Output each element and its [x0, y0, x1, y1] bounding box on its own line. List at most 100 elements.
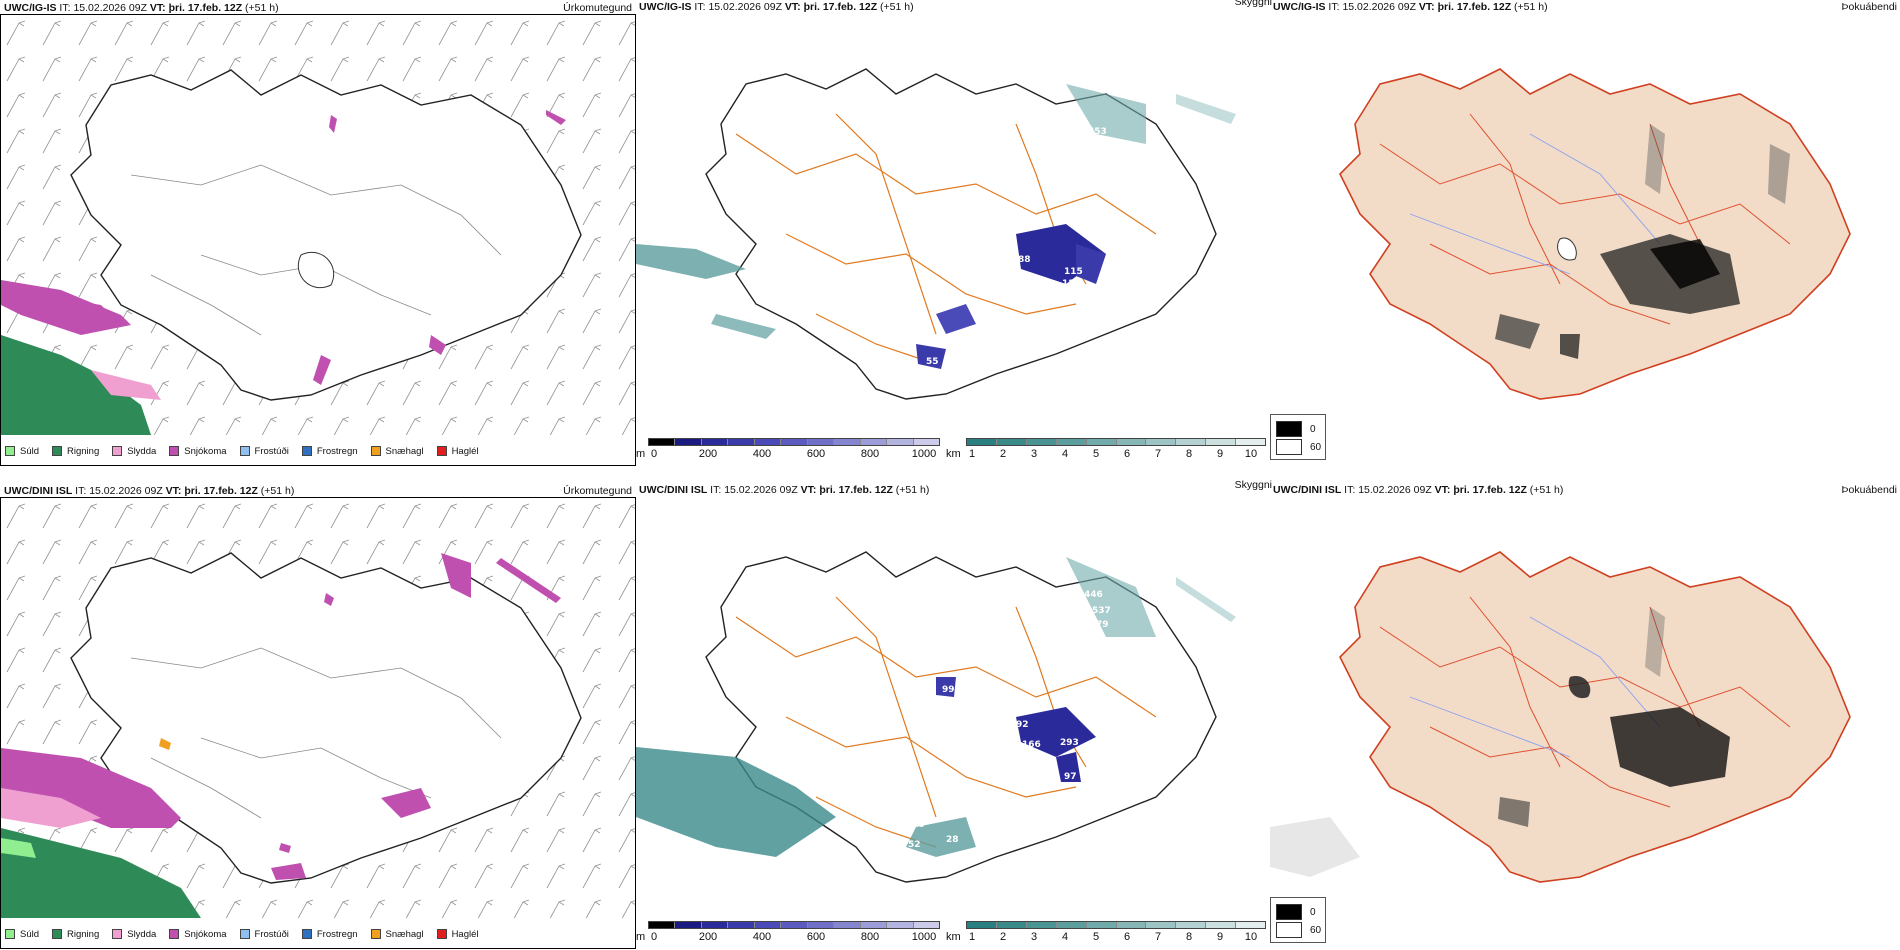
- fog-panel-bottom: UWC/DINI ISL IT: 15.02.2026 09Z VT: þri.…: [1270, 484, 1900, 949]
- ceiling-value-label: 88: [1018, 255, 1031, 265]
- visibility-colorbar-top: km 1 2 3 4 5 6 7 8 9 10: [946, 438, 1266, 466]
- legend-item: Snæhagl: [370, 446, 424, 457]
- ceiling-title-bottom: UWC/DINI ISL IT: 15.02.2026 09Z VT: þri.…: [639, 484, 930, 496]
- legend-swatch: [436, 929, 447, 939]
- ceiling-value-label: 653: [1088, 127, 1107, 137]
- precip-map-bottom: [1, 498, 635, 918]
- precip-corner-title-bottom: Úrkomutegund: [563, 485, 632, 497]
- ceiling-value-label: 166: [1022, 740, 1041, 750]
- fog-panel-top: UWC/IG-IS IT: 15.02.2026 09Z VT: þri. 17…: [1270, 1, 1900, 466]
- precip-legend-bottom: Súld Rigning Slydda Snjókoma Frostúði Fr…: [5, 926, 492, 942]
- ceiling-value-label: 115: [1064, 267, 1083, 277]
- visibility-tick: 6: [1123, 931, 1131, 943]
- visibility-tick: 7: [1154, 931, 1162, 943]
- legend-item: Snjókoma: [169, 446, 227, 457]
- precip-panel-bottom: UWC/DINI ISL IT: 15.02.2026 09Z VT: þri.…: [0, 485, 636, 949]
- fog-legend-swatch: [1276, 439, 1302, 455]
- ceiling-colorbar-boxes: [648, 438, 940, 446]
- legend-item: Frostúði: [239, 929, 289, 940]
- precip-corner-title-top: Úrkomutegund: [563, 2, 632, 14]
- ceiling-value-label: 52: [908, 840, 921, 850]
- ceiling-value-label: 537: [1092, 606, 1111, 616]
- ceiling-colorbar-boxes: [648, 921, 940, 929]
- legend-item: Súld: [5, 929, 39, 940]
- ceiling-value-label: 55: [926, 357, 939, 367]
- visibility-tick: 2: [999, 931, 1007, 943]
- visibility-tick: 7: [1154, 448, 1162, 460]
- fog-legend-swatch: [1276, 421, 1302, 437]
- ceiling-tick: 400: [752, 931, 772, 943]
- ceiling-panel-bottom: UWC/DINI ISL IT: 15.02.2026 09Z VT: þri.…: [636, 479, 1272, 949]
- fog-corner-title-bottom: Þokuábendi: [1841, 484, 1897, 496]
- ceiling-colorbar-unit: m: [636, 931, 646, 943]
- fog-corner-title-top: Þokuábendi: [1841, 1, 1897, 13]
- legend-swatch: [239, 929, 250, 939]
- ceiling-map-bottom: 446 537 79 99 92 166 293 97 36 52 28: [636, 551, 1236, 883]
- legend-item: Haglél: [436, 929, 479, 940]
- ceiling-value-label: 97: [1064, 772, 1077, 782]
- visibility-tick: 8: [1185, 448, 1193, 460]
- visibility-tick: 9: [1216, 448, 1224, 460]
- visibility-tick: 4: [1061, 448, 1069, 460]
- legend-item: Rigning: [52, 446, 99, 457]
- legend-swatch: [301, 929, 312, 939]
- legend-swatch: [5, 929, 15, 939]
- precip-panel-top: UWC/IG-IS IT: 15.02.2026 09Z VT: þri. 17…: [0, 2, 636, 466]
- ceiling-value-label: 130: [1064, 293, 1083, 303]
- fog-map-bottom: [1270, 551, 1851, 883]
- visibility-tick: 1: [968, 931, 976, 943]
- legend-item: Slydda: [112, 929, 156, 940]
- precip-map-top: [1, 15, 635, 435]
- visibility-tick: 5: [1092, 931, 1100, 943]
- ceiling-tick: 0: [650, 931, 658, 943]
- ceiling-value-label: 29: [1116, 225, 1129, 235]
- ceiling-tick: 1000: [911, 931, 937, 943]
- fog-legend-swatch: [1276, 904, 1302, 920]
- ceiling-value-label: 79: [1096, 620, 1109, 630]
- fog-title-top: UWC/IG-IS IT: 15.02.2026 09Z VT: þri. 17…: [1273, 1, 1548, 13]
- fog-legend-top: 0 60: [1270, 414, 1326, 460]
- legend-swatch: [52, 929, 63, 939]
- legend-item: Snæhagl: [370, 929, 424, 940]
- precip-title-bottom: UWC/DINI ISL IT: 15.02.2026 09Z VT: þri.…: [4, 485, 295, 497]
- ceiling-value-label: 92: [1016, 720, 1029, 730]
- ceiling-value-label: 99: [942, 685, 955, 695]
- legend-item: Frostúði: [239, 446, 289, 457]
- ceiling-tick: 0: [650, 448, 658, 460]
- fog-legend-swatch: [1276, 922, 1302, 938]
- ceiling-panel-top: UWC/IG-IS IT: 15.02.2026 09Z VT: þri. 17…: [636, 0, 1272, 466]
- visibility-colorbar-bottom: km 1 2 3 4 5 6 7 8 9 10: [946, 921, 1266, 949]
- visibility-tick: 10: [1244, 931, 1258, 943]
- visibility-tick: 9: [1216, 931, 1224, 943]
- legend-item: Slydda: [112, 446, 156, 457]
- fog-legend-bottom: 0 60: [1270, 897, 1326, 943]
- ceiling-value-label: 293: [1060, 738, 1079, 748]
- visibility-tick: 2: [999, 448, 1007, 460]
- visibility-tick: 3: [1030, 448, 1038, 460]
- ceiling-colorbar-unit: m: [636, 448, 646, 460]
- ceiling-value-label: 446: [1084, 590, 1103, 600]
- ceiling-tick: 800: [860, 448, 880, 460]
- legend-swatch: [5, 446, 15, 456]
- legend-swatch: [52, 446, 63, 456]
- legend-swatch: [169, 929, 180, 939]
- ceiling-corner-title-top: Skyggni: [1234, 0, 1272, 8]
- ceiling-map-top: 653 88 115 125 130 29 55: [636, 68, 1236, 400]
- ceiling-title-top: UWC/IG-IS IT: 15.02.2026 09Z VT: þri. 17…: [639, 1, 914, 13]
- ceiling-tick: 800: [860, 931, 880, 943]
- legend-item: Súld: [5, 446, 39, 457]
- legend-swatch: [239, 446, 250, 456]
- fog-title-bottom: UWC/DINI ISL IT: 15.02.2026 09Z VT: þri.…: [1273, 484, 1564, 496]
- visibility-colorbar-boxes: [966, 438, 1266, 446]
- visibility-tick: 5: [1092, 448, 1100, 460]
- iceland-outline: [70, 69, 582, 401]
- visibility-tick: 10: [1244, 448, 1258, 460]
- ceiling-colorbar-bottom: m 0 200 400 600 800 1000: [636, 921, 941, 949]
- ceiling-tick: 600: [806, 448, 826, 460]
- ceiling-value-label: 125: [1062, 279, 1081, 289]
- ceiling-value-label: 28: [946, 835, 959, 845]
- ceiling-corner-title-bottom: Skyggni: [1234, 479, 1272, 491]
- ceiling-tick: 600: [806, 931, 826, 943]
- visibility-tick: 6: [1123, 448, 1131, 460]
- visibility-tick: 4: [1061, 931, 1069, 943]
